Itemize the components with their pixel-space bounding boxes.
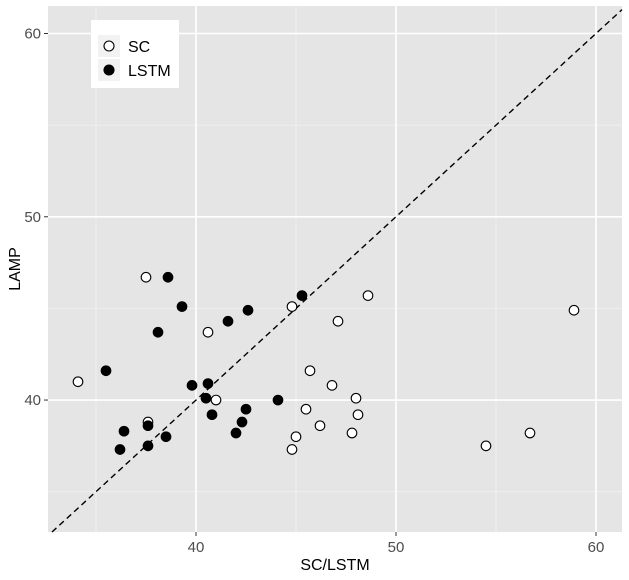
lstm-data-point <box>222 315 234 327</box>
lstm-data-point <box>186 380 198 391</box>
minor-gridlines <box>48 6 622 532</box>
sc-data-point <box>352 409 364 421</box>
sc-data-point <box>304 365 316 377</box>
y-tick-label: 50 <box>24 209 41 226</box>
lstm-data-point <box>272 394 284 406</box>
lstm-data-point <box>242 304 254 316</box>
sc-data-point <box>350 392 362 404</box>
lstm-data-point <box>176 301 188 312</box>
lstm-data-point <box>296 290 308 301</box>
diagonal-reference-line <box>51 9 623 533</box>
lstm-data-point <box>230 427 242 439</box>
sc-data-point <box>480 440 492 452</box>
sc-data-point <box>72 376 84 388</box>
sc-data-point <box>314 420 326 432</box>
major-gridlines <box>48 6 622 532</box>
lstm-data-point <box>152 326 164 338</box>
legend: SC LSTM <box>91 20 179 88</box>
lstm-data-point <box>200 392 212 404</box>
lstm-data-point <box>100 365 112 377</box>
lstm-data-point <box>118 425 130 437</box>
sc-data-point <box>286 444 298 455</box>
sc-data-point <box>140 271 152 283</box>
x-tick-label: 50 <box>388 539 405 556</box>
sc-data-point <box>362 290 374 301</box>
sc-data-point <box>332 315 344 327</box>
lstm-data-point <box>240 403 252 415</box>
y-axis-ticks: 40 50 60 <box>24 25 48 409</box>
sc-data-point <box>210 394 222 406</box>
sc-data-point <box>290 431 302 443</box>
x-axis-title: SC/LSTM <box>300 557 369 574</box>
sc-data-point <box>300 403 312 415</box>
lstm-data-point <box>160 431 172 443</box>
sc-data-point <box>202 326 214 338</box>
lstm-data-point <box>236 416 248 428</box>
sc-data-point <box>286 301 298 312</box>
sc-data-point <box>524 427 536 439</box>
sc-data-point <box>326 380 338 391</box>
legend-key-sc-icon <box>103 40 115 52</box>
y-tick-label: 40 <box>24 392 41 409</box>
y-axis-title: LAMP <box>7 247 24 291</box>
sc-data-point <box>346 427 358 439</box>
legend-label-lstm: LSTM <box>128 63 171 80</box>
lstm-data-point <box>142 420 154 432</box>
legend-label-sc: SC <box>128 39 150 56</box>
lstm-data-point <box>206 409 218 421</box>
legend-key-lstm-icon <box>103 64 115 76</box>
sc-data-point <box>568 304 580 316</box>
x-tick-label: 40 <box>188 539 205 556</box>
lstm-data-point <box>114 444 126 455</box>
lstm-data-point <box>142 440 154 452</box>
series-lstm-points <box>100 271 308 455</box>
lstm-data-point <box>202 378 214 389</box>
lstm-data-point <box>162 271 174 283</box>
x-axis-ticks: 40 50 60 <box>188 532 605 556</box>
x-tick-label: 60 <box>588 539 605 556</box>
y-tick-label: 60 <box>24 25 41 42</box>
